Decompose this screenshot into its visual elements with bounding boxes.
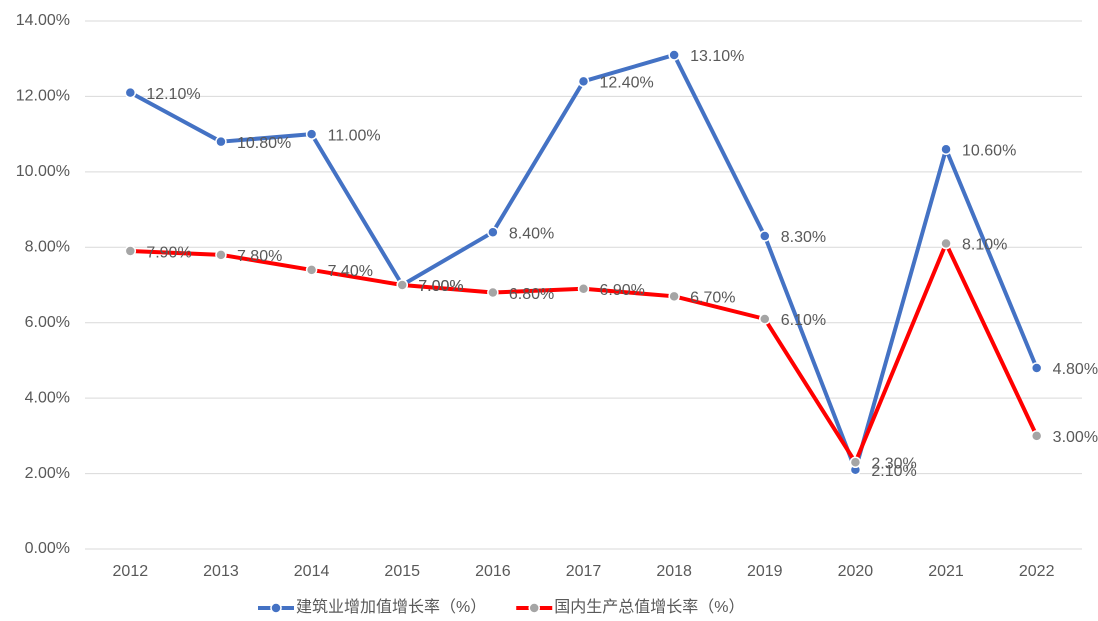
point (1030, 362, 1043, 374)
data-label: 2.10% (871, 463, 916, 480)
data-label: 6.70% (690, 290, 735, 307)
y-tick-label: 10.00% (16, 163, 70, 180)
point (124, 245, 137, 257)
point (487, 226, 499, 238)
data-label: 7.00% (418, 278, 463, 295)
point (577, 75, 590, 88)
point (1030, 430, 1043, 442)
point (305, 264, 318, 276)
point (668, 49, 680, 61)
data-label: 10.80% (237, 135, 291, 152)
point (940, 237, 952, 250)
legend-label: 国内生产总值增长率（%） (554, 598, 744, 616)
y-tick-label: 0.00% (25, 540, 70, 557)
x-tick-label: 2021 (928, 563, 964, 580)
x-tick-label: 2019 (747, 563, 783, 580)
data-label: 7.40% (328, 263, 373, 280)
data-label: 7.00% (418, 278, 463, 295)
x-tick-label: 2018 (656, 563, 692, 580)
point (215, 249, 227, 261)
data-label: 12.10% (146, 86, 200, 103)
y-tick-label: 6.00% (25, 314, 70, 331)
point (940, 143, 952, 155)
data-label: 6.90% (600, 282, 645, 299)
data-label: 8.30% (781, 229, 826, 246)
series-line (130, 241, 1039, 465)
data-label: 2.30% (871, 455, 916, 472)
point (759, 313, 771, 325)
point (124, 86, 137, 99)
data-label: 8.10% (962, 237, 1007, 254)
data-label: 7.80% (237, 248, 282, 265)
y-tick-label: 4.00% (25, 389, 70, 406)
y-tick-label: 2.00% (25, 465, 70, 482)
data-label: 7.90% (146, 244, 191, 261)
data-label: 10.60% (962, 142, 1016, 159)
x-tick-label: 2020 (838, 563, 874, 580)
x-tick-label: 2014 (294, 563, 330, 580)
legend-label: 建筑业增加值增长率（%） (296, 598, 486, 616)
legend-marker (528, 602, 540, 614)
data-label: 8.40% (509, 225, 554, 242)
point (577, 283, 590, 295)
point (305, 128, 318, 140)
data-label: 12.40% (600, 75, 654, 92)
x-tick-label: 2022 (1019, 563, 1055, 580)
data-label: 6.10% (781, 312, 826, 329)
point (396, 279, 408, 291)
point (668, 290, 680, 303)
x-tick-label: 2012 (113, 563, 149, 580)
y-tick-label: 14.00% (16, 12, 70, 29)
data-label: 6.80% (509, 286, 554, 303)
x-tick-label: 2016 (475, 563, 511, 580)
x-tick-label: 2017 (566, 563, 602, 580)
point (487, 286, 499, 299)
data-label: 3.00% (1053, 429, 1098, 446)
legend-marker (270, 602, 282, 614)
point (849, 456, 862, 469)
x-tick-label: 2015 (384, 563, 420, 580)
x-tick-label: 2013 (203, 563, 239, 580)
data-label: 4.80% (1053, 361, 1098, 378)
point (215, 135, 227, 148)
data-label: 13.10% (690, 48, 744, 65)
point (759, 230, 771, 242)
y-tick-label: 12.00% (16, 88, 70, 105)
data-label: 11.00% (328, 127, 381, 144)
y-tick-label: 8.00% (25, 239, 70, 256)
